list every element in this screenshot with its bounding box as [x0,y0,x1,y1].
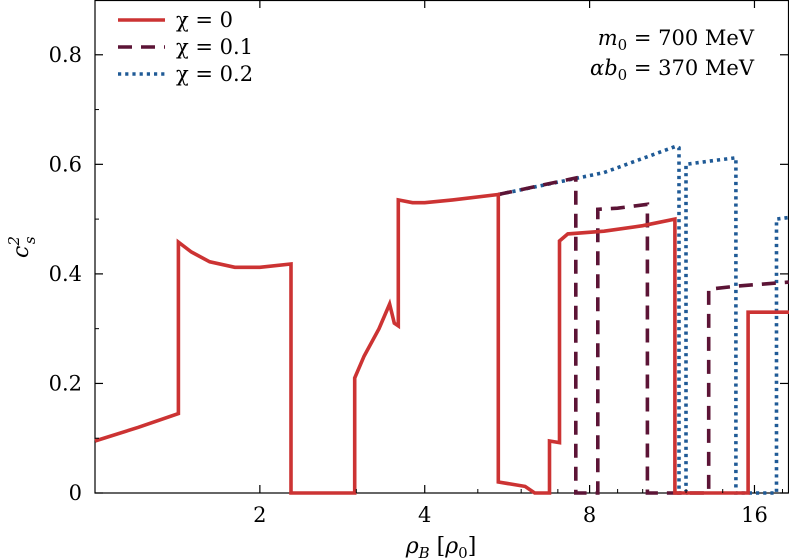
series-layer [94,144,789,495]
y-tick-label: 0.6 [49,152,82,176]
x-axis-ticks: 2 4 8 16 [94,0,783,527]
legend: χ = 0 χ = 0.1 χ = 0.2 [118,8,253,86]
x-tick-label: 8 [583,503,596,527]
annotation-m0: m0 = 700 MeV [598,26,755,54]
y-tick-label: 0.2 [49,371,82,395]
y-tick-label: 0.8 [49,43,82,67]
legend-label-0: χ = 0 [176,8,233,32]
x-tick-label: 16 [741,503,768,527]
y-axis-ticks: 0 0.2 0.4 0.6 0.8 [49,0,788,505]
parameter-annotations: m0 = 700 MeV αb0 = 370 MeV [590,26,755,84]
y-tick-label: 0.4 [49,262,82,286]
y-tick-label: 0 [69,481,82,505]
y-axis-label: c2s [5,236,39,258]
legend-label-1: χ = 0.1 [176,35,253,59]
series-line-0 [94,192,789,495]
x-axis-label: ρB [ρ0] [405,534,477,560]
legend-label-2: χ = 0.2 [176,62,253,86]
annotation-alpha-b0: αb0 = 370 MeV [590,56,755,84]
series-line-2 [497,144,789,495]
x-tick-label: 2 [253,503,266,527]
x-tick-label: 4 [418,503,431,527]
